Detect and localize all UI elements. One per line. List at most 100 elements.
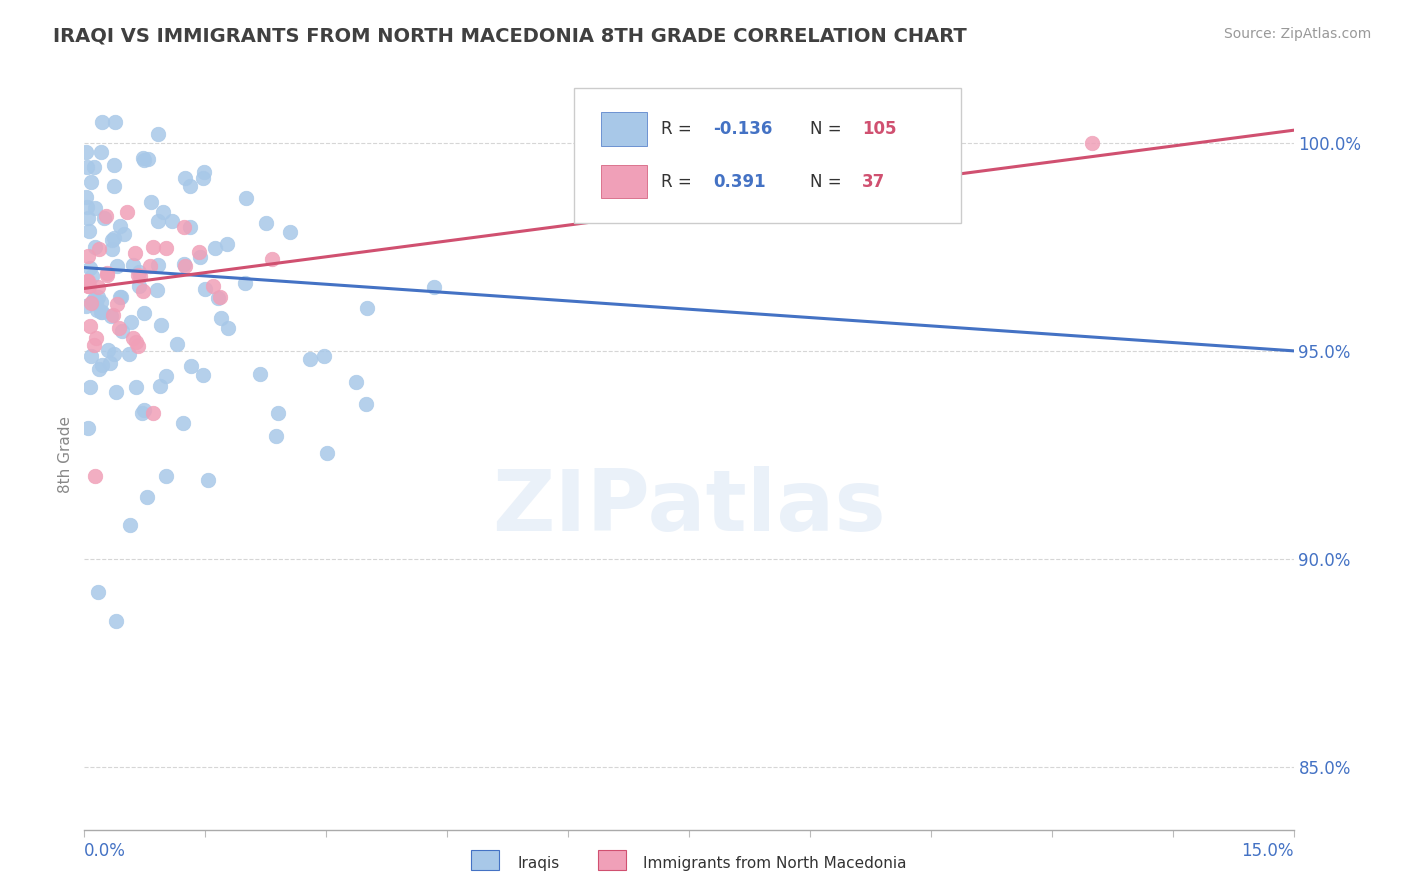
Text: 0.391: 0.391 xyxy=(713,172,766,191)
Point xyxy=(79,318,101,333)
Point xyxy=(105,385,128,400)
Point xyxy=(134,305,156,319)
Point xyxy=(204,241,226,255)
Text: Source: ZipAtlas.com: Source: ZipAtlas.com xyxy=(1223,27,1371,41)
Point xyxy=(122,258,145,272)
Point xyxy=(131,406,153,420)
Point xyxy=(83,160,105,174)
Point xyxy=(97,343,120,358)
Point xyxy=(79,380,101,394)
Point xyxy=(132,403,155,417)
Point xyxy=(136,490,159,504)
Point xyxy=(193,165,215,179)
Point xyxy=(149,379,172,393)
Point xyxy=(76,249,98,263)
Point xyxy=(142,239,165,253)
Point xyxy=(207,291,229,305)
Point xyxy=(91,305,114,319)
Point xyxy=(179,220,201,235)
Point xyxy=(141,406,163,420)
Text: ZIPatlas: ZIPatlas xyxy=(492,466,886,549)
Text: -0.136: -0.136 xyxy=(713,120,772,138)
Point xyxy=(83,240,105,254)
Point xyxy=(87,280,110,294)
Point xyxy=(86,303,108,318)
Point xyxy=(173,257,195,271)
Point xyxy=(128,265,150,279)
Point xyxy=(83,292,105,306)
Text: 15.0%: 15.0% xyxy=(1241,842,1294,860)
Point xyxy=(110,290,132,304)
Point xyxy=(103,178,125,193)
Point xyxy=(76,160,98,174)
Text: Immigrants from North Macedonia: Immigrants from North Macedonia xyxy=(643,856,905,871)
Point xyxy=(215,236,238,251)
Point xyxy=(90,294,112,309)
Point xyxy=(90,305,112,319)
Point xyxy=(127,339,149,353)
Point xyxy=(128,279,150,293)
Point xyxy=(422,280,444,294)
Point xyxy=(112,227,135,241)
Point xyxy=(316,446,339,460)
Point xyxy=(90,145,112,160)
Point xyxy=(254,216,277,230)
Point xyxy=(75,189,97,203)
Point xyxy=(111,324,134,338)
Point xyxy=(179,178,201,193)
Point xyxy=(101,308,124,322)
Point xyxy=(104,115,127,129)
Point xyxy=(155,369,177,384)
Text: 105: 105 xyxy=(862,120,897,138)
Point xyxy=(122,331,145,345)
Text: Iraqis: Iraqis xyxy=(517,856,560,871)
Text: 0.0%: 0.0% xyxy=(84,842,127,860)
Point xyxy=(155,468,177,483)
Point xyxy=(101,242,124,256)
Point xyxy=(202,278,225,293)
Text: IRAQI VS IMMIGRANTS FROM NORTH MACEDONIA 8TH GRADE CORRELATION CHART: IRAQI VS IMMIGRANTS FROM NORTH MACEDONIA… xyxy=(53,27,967,45)
Point xyxy=(75,299,97,313)
Point xyxy=(108,219,131,233)
Point xyxy=(193,171,215,186)
Point xyxy=(233,276,256,290)
Point xyxy=(80,269,103,284)
Point xyxy=(108,289,131,303)
Point xyxy=(249,367,271,381)
Point xyxy=(194,282,217,296)
Point xyxy=(77,279,100,293)
Point xyxy=(94,209,117,223)
Point xyxy=(179,359,201,373)
Point xyxy=(84,468,107,483)
Bar xyxy=(471,850,499,870)
Point xyxy=(132,153,155,168)
Point xyxy=(278,225,301,239)
Point xyxy=(84,331,107,345)
Point xyxy=(262,252,284,267)
Point xyxy=(77,421,100,435)
Point xyxy=(115,205,138,219)
Point xyxy=(93,211,115,226)
Point xyxy=(146,214,169,228)
Point xyxy=(77,278,100,293)
Point xyxy=(193,368,215,382)
Point xyxy=(103,347,125,361)
Point xyxy=(1081,136,1104,150)
Point xyxy=(91,115,114,129)
Point xyxy=(299,352,322,367)
Point xyxy=(146,127,169,141)
Point xyxy=(87,585,110,599)
Point xyxy=(356,301,378,315)
Point xyxy=(83,201,105,215)
Point xyxy=(354,396,377,410)
Point xyxy=(79,175,101,189)
Point xyxy=(166,336,188,351)
Point xyxy=(96,266,118,280)
Point xyxy=(83,338,105,352)
Point xyxy=(160,213,183,227)
Point xyxy=(105,296,128,310)
Point xyxy=(103,230,125,244)
Point xyxy=(266,429,288,443)
Bar xyxy=(598,850,626,870)
Point xyxy=(139,260,162,274)
